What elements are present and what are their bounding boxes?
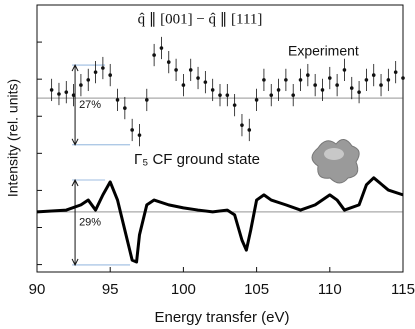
data-point [269,93,274,97]
x-tick-label: 100 [171,281,196,298]
data-point [115,98,120,102]
arrow-head [71,63,79,72]
data-point [64,90,69,94]
data-point [364,78,369,82]
chart-title: q̂ ∥ [001] − q̂ ∥ [111] [138,11,263,27]
data-point [371,73,376,77]
data-point [379,83,383,87]
inset-shape [311,139,360,184]
series-label: Experiment [288,43,359,59]
data-point [306,73,310,77]
data-point [166,60,171,64]
data-point [247,128,252,132]
data-point [159,46,164,50]
data-point [320,88,325,92]
annotation: 27% [79,99,101,111]
data-point [130,128,134,132]
plot-frame [36,4,404,273]
data-point [386,78,391,82]
data-point [137,133,142,137]
data-point [123,106,127,110]
data-point [401,76,405,80]
arrow-head [71,258,79,267]
data-point [291,93,296,97]
data-point [174,68,178,72]
data-point [342,68,347,72]
data-point [254,98,259,102]
data-point [284,78,288,82]
data-point [86,78,91,82]
x-tick-label: 105 [244,281,269,298]
data-point [357,90,361,94]
data-point [203,80,208,84]
arrow-head [71,138,79,146]
data-point [232,103,237,107]
arrow-head [71,178,79,187]
data-point [196,76,200,80]
x-tick-label: 110 [318,281,342,298]
data-point [210,88,215,92]
data-point [393,70,398,74]
series-label: Γ₅ CF ground state [134,151,260,168]
data-point [49,88,54,92]
x-tick-label: 115 [391,281,415,298]
data-point [188,68,193,72]
data-point [240,123,244,127]
data-point [225,93,230,97]
data-point [57,92,61,96]
data-point [328,76,332,80]
data-point [101,66,105,70]
data-point [262,78,266,82]
data-point [79,83,83,87]
data-point [93,70,98,74]
data-point [181,83,186,87]
x-axis-label: Energy transfer (eV) [154,309,289,326]
data-point [298,78,303,82]
data-point [152,53,156,57]
data-point [108,73,112,77]
x-tick-label: 90 [29,281,46,298]
annotation: 29% [79,216,101,228]
data-point [71,93,76,97]
data-point [145,98,149,102]
data-point [313,83,317,87]
data-point [349,86,354,90]
data-point [276,88,281,92]
x-tick-label: 95 [102,281,119,298]
data-point [335,83,339,87]
theory-line [36,176,404,264]
y-axis-label: Intensity (rel. units) [5,79,21,197]
data-point [218,93,222,97]
